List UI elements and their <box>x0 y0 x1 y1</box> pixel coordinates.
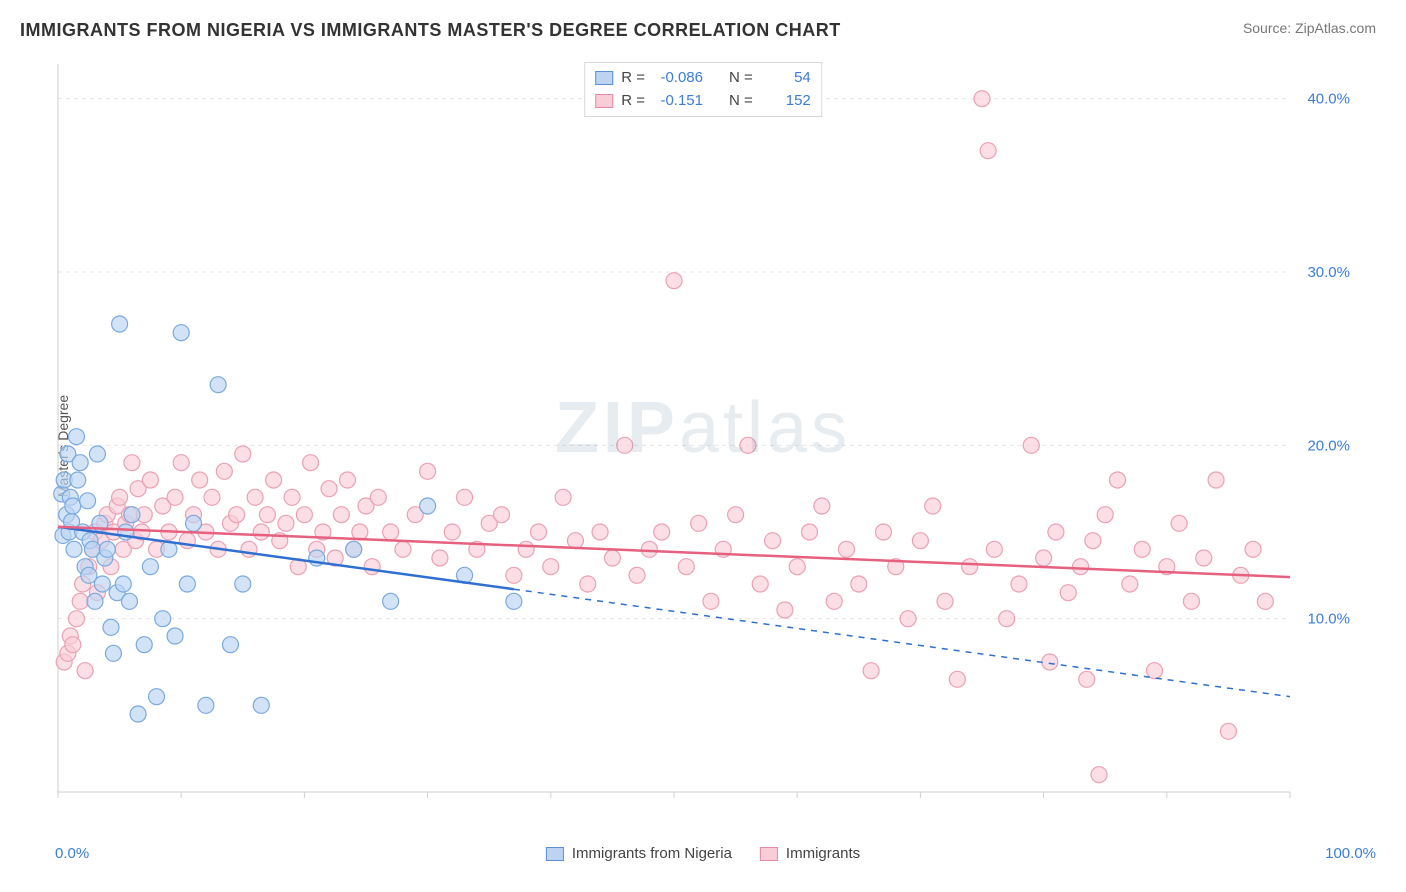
x-tick-left: 0.0% <box>55 845 89 862</box>
x-tick-right: 100.0% <box>1325 845 1376 862</box>
svg-text:30.0%: 30.0% <box>1307 264 1350 281</box>
stat-R-label-0: R = <box>621 67 645 90</box>
stat-R-value-0: -0.086 <box>653 67 703 90</box>
stat-N-label-0: N = <box>729 67 753 90</box>
legend-item-nigeria: Immigrants from Nigeria <box>546 845 732 862</box>
stat-N-label-1: N = <box>729 90 753 113</box>
chart-svg: 10.0% 20.0% 30.0% 40.0% <box>50 60 1360 820</box>
stat-N-value-1: 152 <box>761 90 811 113</box>
legend-swatch-immigrants <box>760 847 778 861</box>
stats-legend-box: R = -0.086 N = 54 R = -0.151 N = 152 <box>584 62 822 117</box>
chart-container: IMMIGRANTS FROM NIGERIA VS IMMIGRANTS MA… <box>0 0 1406 892</box>
chart-title: IMMIGRANTS FROM NIGERIA VS IMMIGRANTS MA… <box>20 20 841 41</box>
source-link[interactable]: ZipAtlas.com <box>1295 20 1376 36</box>
source-attribution: Source: ZipAtlas.com <box>1243 20 1376 36</box>
swatch-nigeria <box>595 71 613 85</box>
svg-text:20.0%: 20.0% <box>1307 437 1350 454</box>
legend-item-immigrants: Immigrants <box>760 845 860 862</box>
svg-text:10.0%: 10.0% <box>1307 611 1350 628</box>
source-prefix: Source: <box>1243 20 1295 36</box>
stat-N-value-0: 54 <box>761 67 811 90</box>
stats-row-immigrants: R = -0.151 N = 152 <box>595 90 811 113</box>
stats-row-nigeria: R = -0.086 N = 54 <box>595 67 811 90</box>
legend-swatch-nigeria <box>546 847 564 861</box>
legend-label-nigeria: Immigrants from Nigeria <box>572 845 732 862</box>
svg-text:40.0%: 40.0% <box>1307 91 1350 108</box>
plot-area: 10.0% 20.0% 30.0% 40.0% <box>50 60 1360 820</box>
legend-label-immigrants: Immigrants <box>786 845 860 862</box>
stat-R-label-1: R = <box>621 90 645 113</box>
swatch-immigrants <box>595 94 613 108</box>
bottom-legend: Immigrants from Nigeria Immigrants <box>546 845 860 862</box>
stat-R-value-1: -0.151 <box>653 90 703 113</box>
